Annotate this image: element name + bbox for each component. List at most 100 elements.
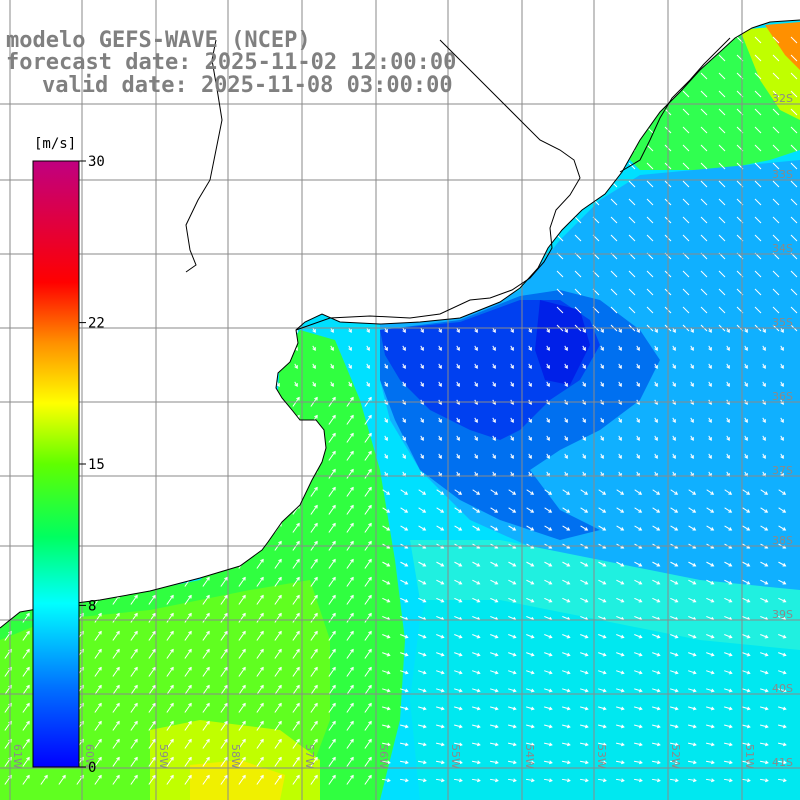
wind-arrow-head [170,774,174,779]
wind-arrow [628,180,636,188]
wind-arrow [274,577,282,587]
wind-arrow-head [710,670,715,675]
wind-arrow [544,525,552,531]
wind-arrow [724,597,732,603]
wind-arrow [436,579,444,585]
wind-arrow [166,523,174,533]
wind-arrow-head [692,724,697,729]
wind-arrow-head [384,437,388,442]
wind-arrow [418,615,426,621]
wind-arrow [400,507,408,513]
wind-arrow-head [6,365,10,370]
wind-arrow-head [26,594,30,599]
wind-arrow [310,433,318,443]
wind-arrow [148,559,156,569]
wind-arrow-head [474,383,478,388]
wind-arrow-head [296,486,300,491]
wind-arrow [238,703,246,713]
wind-arrow-head [476,688,481,693]
wind-arrow [688,561,696,567]
wind-arrow-head [420,419,424,424]
wind-arrow [292,523,300,533]
wind-arrow-head [224,486,228,491]
wind-arrow-head [746,563,751,567]
wind-arrow-head [672,347,676,352]
wind-arrow-head [746,706,751,711]
wind-arrow [556,306,564,314]
wind-arrow [580,561,588,567]
wind-arrow-head [314,522,318,527]
wind-arrow-head [296,432,300,437]
longitude-label: 58W [229,744,242,769]
wind-arrow [274,631,282,641]
wind-arrow-head [458,491,463,495]
wind-arrow [706,507,714,513]
wind-arrow-head [764,724,769,729]
wind-arrow-head [132,347,136,352]
wind-arrow [628,126,636,134]
wind-arrow [724,507,732,513]
wind-arrow [24,363,28,369]
wind-arrow-head [98,504,102,509]
wind-arrow-head [206,540,210,545]
wind-arrow-head [404,491,409,495]
wind-arrow-head [438,329,442,334]
wind-arrow [700,72,708,80]
wind-arrow-head [474,437,478,442]
wind-arrow-head [764,598,769,603]
wind-arrow-head [366,365,370,370]
wind-arrow-head [762,455,766,460]
wind-arrow-head [620,652,625,657]
wind-arrow-head [602,563,607,567]
wind-arrow-head [242,414,246,419]
wind-arrow-head [152,594,156,599]
wind-arrow-head [314,684,318,689]
wind-arrow [346,757,354,767]
wind-arrow [184,505,192,515]
wind-arrow [754,90,762,98]
wind-arrow [652,706,660,710]
wind-arrow [238,595,246,605]
wind-arrow [184,649,192,659]
wind-arrow [94,775,102,785]
wind-arrow [130,469,138,479]
wind-arrow [526,670,534,674]
wind-arrow [652,489,660,495]
wind-arrow [597,742,607,746]
wind-arrow [96,363,100,369]
wind-arrow [220,433,228,443]
wind-arrow-head [260,702,264,707]
wind-arrow [418,670,426,674]
wind-arrow [130,523,138,533]
wind-arrow [94,721,102,731]
wind-arrow-head [654,365,658,370]
wind-arrow [610,198,618,206]
wind-arrow [22,613,30,623]
wind-arrow [94,559,102,569]
wind-arrow [328,469,336,479]
wind-arrow [574,72,582,80]
wind-arrow [276,345,280,351]
wind-arrow [670,652,678,656]
wind-arrow-head [674,527,679,531]
wind-arrow-head [332,594,336,599]
wind-arrow-head [566,688,571,693]
wind-arrow-head [422,724,427,729]
wind-arrow-head [152,504,156,509]
wind-arrow-head [350,504,354,509]
wind-arrow-head [296,576,300,581]
wind-arrow [718,270,726,278]
wind-arrow-head [548,688,553,693]
wind-arrow-head [744,329,748,334]
wind-arrow-head [602,778,607,783]
wind-arrow-head [530,778,535,783]
wind-arrow [112,487,120,497]
wind-arrow-head [350,594,354,599]
wind-arrow [772,108,780,116]
wind-arrow [633,742,643,746]
wind-arrow [328,667,336,677]
wind-arrow [526,652,534,656]
wind-arrow [610,234,618,242]
latitude-label: 41S [772,756,793,769]
